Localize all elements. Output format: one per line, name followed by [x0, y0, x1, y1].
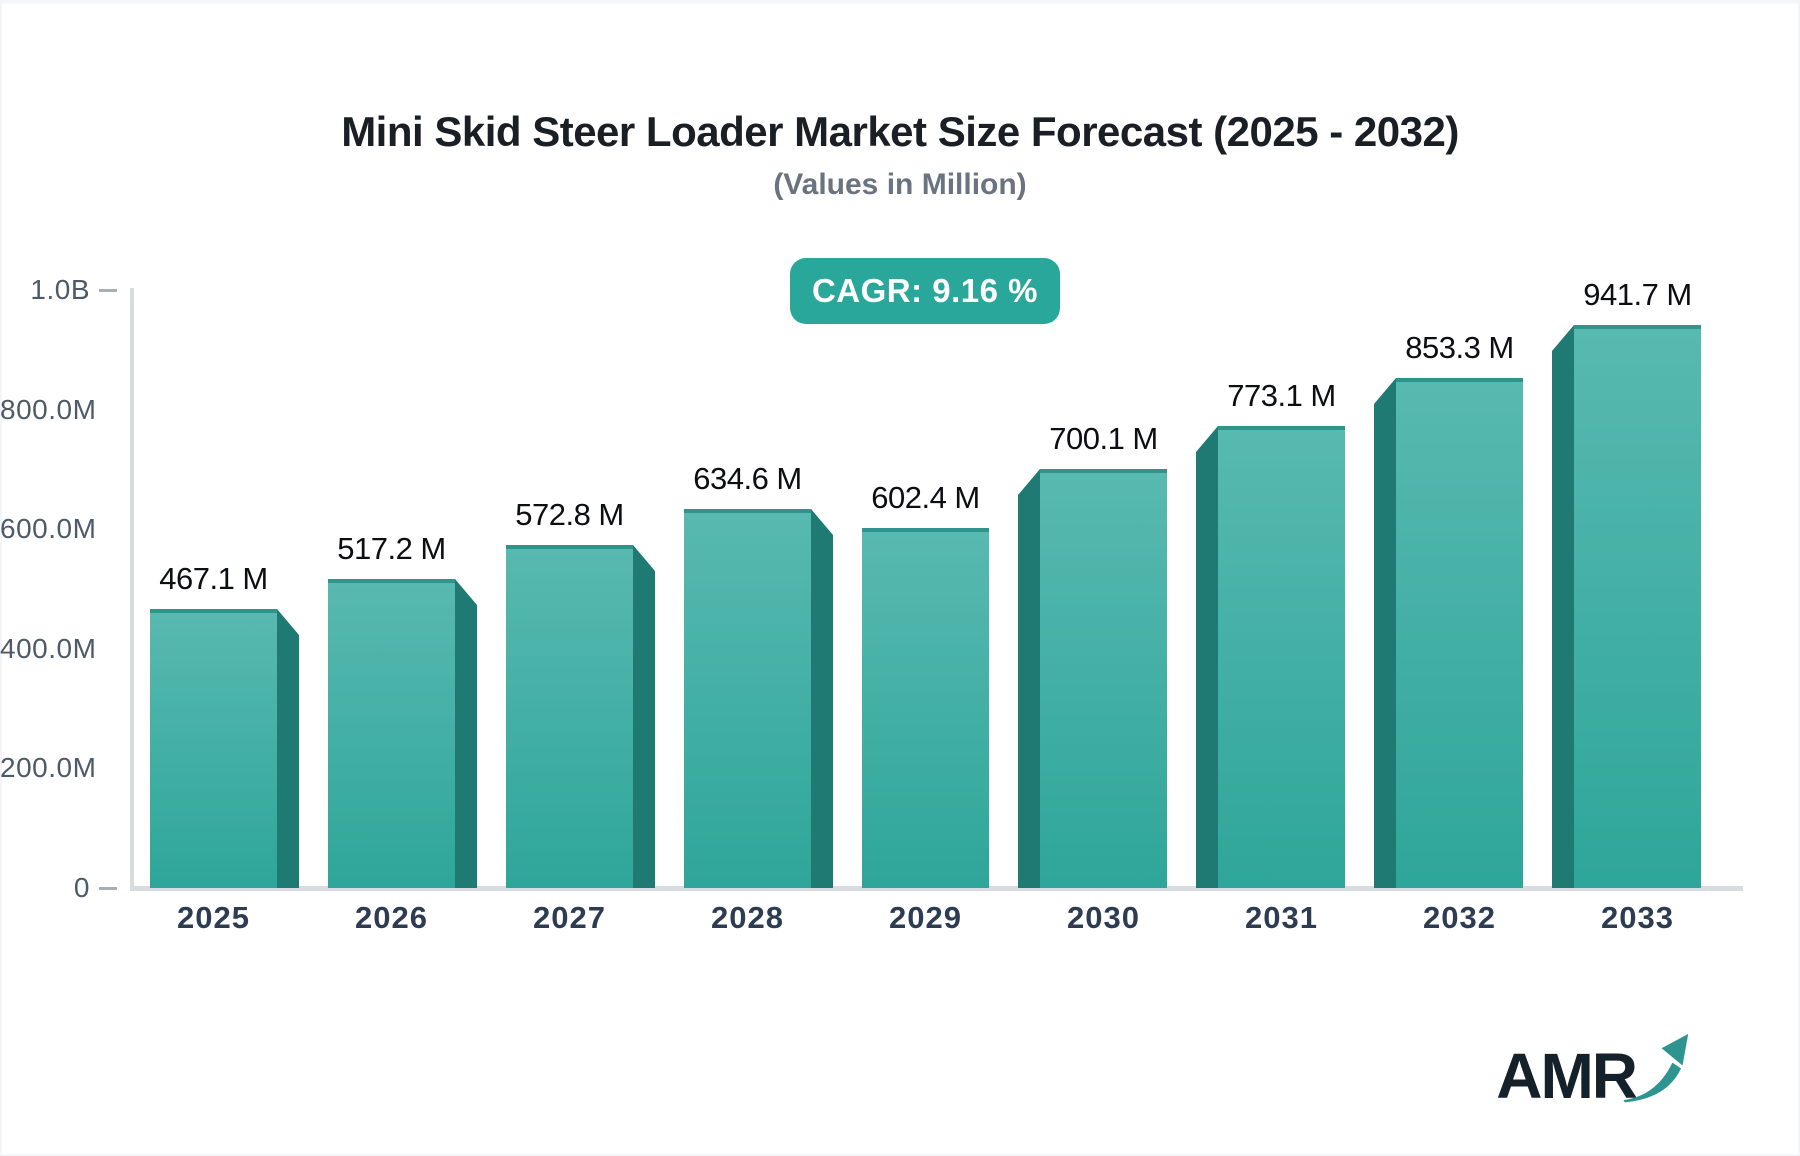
bar-value-label: 602.4 M	[871, 480, 980, 515]
x-axis-line	[130, 886, 1743, 891]
bar-front-face[interactable]	[1040, 469, 1167, 888]
cagr-badge-label: CAGR: 9.16 %	[811, 272, 1039, 309]
y-axis-line	[130, 288, 134, 890]
bar-front-face[interactable]	[684, 509, 811, 888]
y-tick-label: 200.0M	[0, 752, 97, 784]
y-tick-label: 0	[73, 872, 90, 903]
cagr-badge: CAGR: 9.16 %	[790, 258, 1060, 324]
bar-2025[interactable]: 467.1 M	[150, 561, 299, 888]
x-tick-label-2029: 2029	[889, 900, 962, 935]
bar-2026[interactable]: 517.2 M	[328, 531, 477, 888]
bar-front-face[interactable]	[1574, 325, 1701, 888]
x-tick-label-2028: 2028	[711, 900, 784, 935]
x-tick-label-2025: 2025	[177, 900, 250, 935]
bar-front-face[interactable]	[328, 579, 455, 888]
bar-2029[interactable]: 602.4 M	[862, 480, 989, 888]
bar-value-label: 773.1 M	[1227, 378, 1336, 413]
growth-arrow-icon	[1623, 1033, 1689, 1103]
y-tick-dash	[99, 289, 117, 292]
bar-2031[interactable]: 773.1 M	[1196, 378, 1345, 888]
bar-2033[interactable]: 941.7 M	[1552, 277, 1701, 888]
x-tick-label-2031: 2031	[1245, 900, 1318, 935]
bar-front-face[interactable]	[1218, 426, 1345, 888]
bar-front-face[interactable]	[150, 609, 277, 888]
bar-side-face	[811, 509, 833, 888]
bar-value-label: 467.1 M	[159, 561, 268, 596]
bar-front-face[interactable]	[506, 545, 633, 888]
bar-side-face	[277, 609, 299, 888]
bar-2027[interactable]: 572.8 M	[506, 497, 655, 888]
amr-logo: AMR	[1496, 1028, 1694, 1108]
bar-front-face[interactable]	[1396, 378, 1523, 888]
bar-side-face	[455, 579, 477, 888]
x-tick-label-2030: 2030	[1067, 900, 1140, 935]
bar-2032[interactable]: 853.3 M	[1374, 330, 1523, 888]
y-tick-label: 800.0M	[0, 393, 97, 425]
x-tick-label-2027: 2027	[533, 900, 606, 935]
bar-value-label: 572.8 M	[515, 497, 624, 532]
bar-side-face	[1552, 325, 1574, 888]
bar-value-label: 700.1 M	[1049, 421, 1158, 456]
bar-side-face	[1374, 378, 1396, 888]
bar-2030[interactable]: 700.1 M	[1018, 421, 1167, 888]
x-tick-label-2032: 2032	[1423, 900, 1496, 935]
bar-value-label: 517.2 M	[337, 531, 446, 566]
chart-title: Mini Skid Steer Loader Market Size Forec…	[341, 108, 1459, 155]
bar-value-label: 941.7 M	[1583, 277, 1692, 312]
bar-side-face	[633, 545, 655, 888]
x-tick-label-2033: 2033	[1601, 900, 1674, 935]
amr-logo-text: AMR	[1496, 1040, 1638, 1112]
y-tick-label: 400.0M	[0, 632, 97, 664]
x-tick-label-2026: 2026	[355, 900, 428, 935]
bar-value-label: 634.6 M	[693, 461, 802, 496]
y-tick-label: 600.0M	[0, 513, 97, 545]
bar-2028[interactable]: 634.6 M	[684, 461, 833, 888]
bar-front-face[interactable]	[862, 528, 989, 888]
chart-subtitle: (Values in Million)	[773, 168, 1027, 201]
bar-side-face	[1018, 469, 1040, 888]
y-tick-dash	[99, 887, 117, 890]
y-tick-label: 1.0B	[30, 274, 90, 305]
bar-side-face	[1196, 426, 1218, 888]
bar-value-label: 853.3 M	[1405, 330, 1514, 365]
